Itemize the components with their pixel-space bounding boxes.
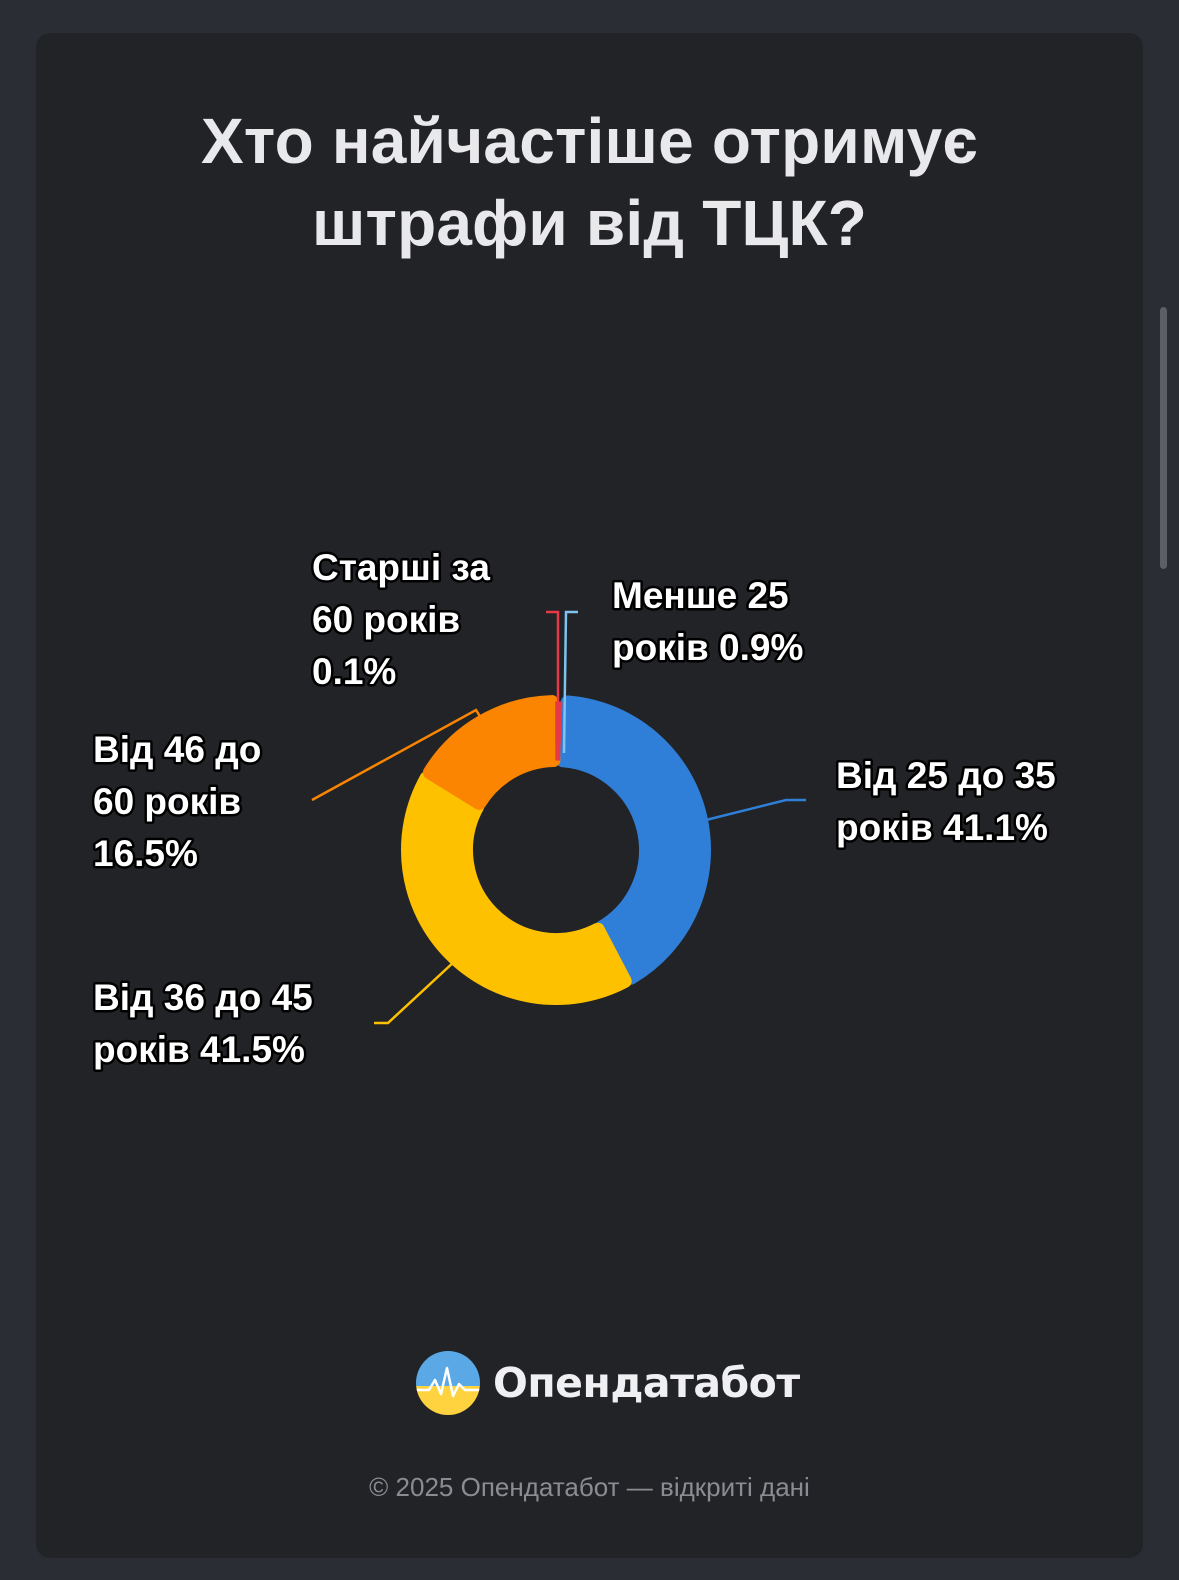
donut-slice (556, 695, 711, 985)
footer-copyright: © 2025 Опендатабот — відкриті дані (369, 1472, 810, 1502)
leader-line (562, 610, 578, 754)
chart-card (36, 33, 1143, 1558)
donut-slice (401, 771, 632, 1005)
leader-line (546, 610, 560, 705)
leader-line (705, 798, 806, 822)
slice-label: Від 46 до 60 років 16.5% (93, 729, 261, 874)
slice-label: Старші за 60 років 0.1% (312, 547, 490, 692)
donut-slice (422, 695, 561, 810)
leader-line (374, 959, 457, 1025)
title-line-1: Хто найчастіше отримує (201, 105, 978, 177)
slice-label: Від 25 до 35 років 41.1% (836, 755, 1056, 848)
slice-label: Менше 25 років 0.9% (612, 575, 803, 668)
leader-line (311, 708, 488, 802)
title-line-2: штрафи від ТЦК? (311, 187, 868, 259)
brand-logo: Опендатабот (415, 1350, 800, 1416)
brand-name: Опендатабот (493, 1359, 800, 1407)
opendatabot-logo-icon (416, 1351, 480, 1415)
chart-title: Хто найчастіше отримує штрафи від ТЦК? (0, 100, 1179, 264)
scrollbar[interactable] (1160, 307, 1167, 569)
slice-label: Від 36 до 45 років 41.5% (93, 977, 313, 1070)
